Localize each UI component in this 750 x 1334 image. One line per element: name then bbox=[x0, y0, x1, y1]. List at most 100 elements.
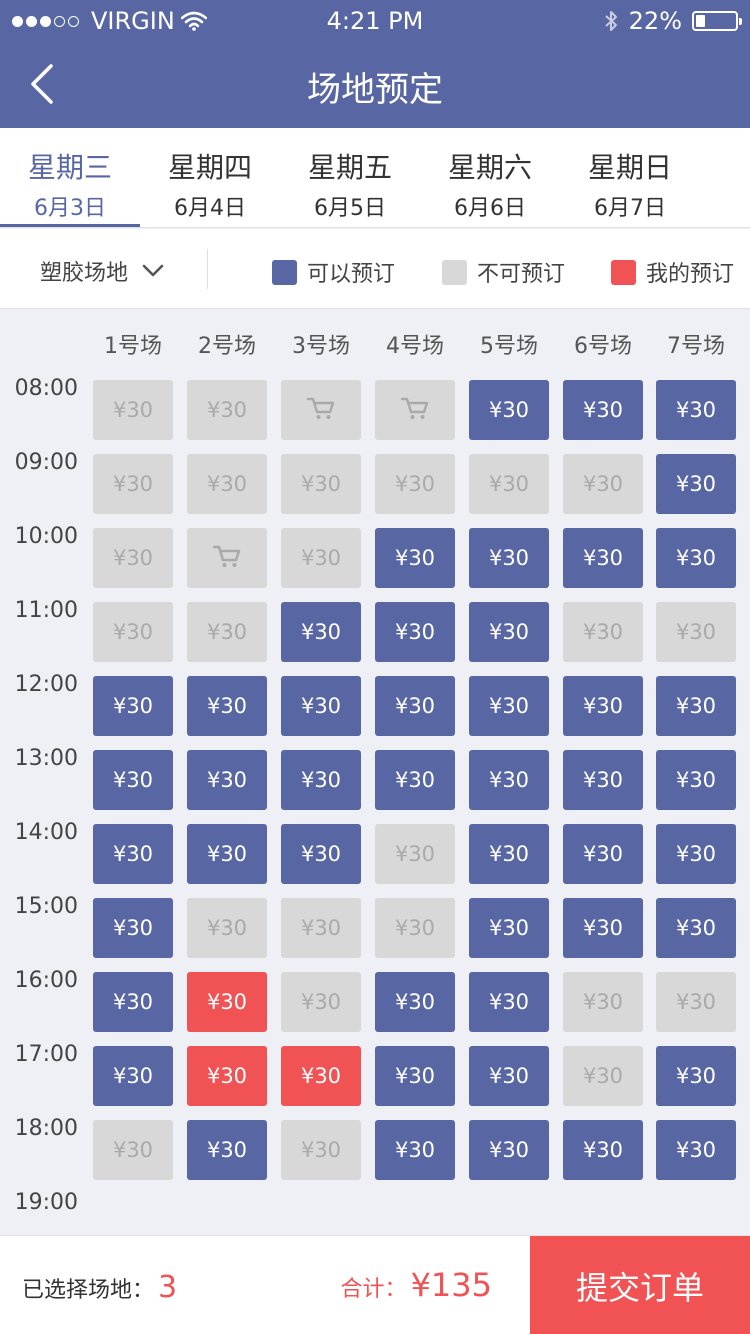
slot-available[interactable]: ¥30 bbox=[656, 1046, 736, 1106]
slot-price: ¥30 bbox=[394, 990, 436, 1014]
slot-available[interactable]: ¥30 bbox=[93, 824, 173, 884]
slot-available[interactable]: ¥30 bbox=[469, 676, 549, 736]
slot-available[interactable]: ¥30 bbox=[93, 676, 173, 736]
venue-type-dropdown[interactable]: 塑胶场地 bbox=[40, 255, 164, 287]
slot-available[interactable]: ¥30 bbox=[656, 824, 736, 884]
slot-price: ¥30 bbox=[112, 1064, 154, 1088]
time-label: 16:00 bbox=[14, 968, 78, 993]
slot-price: ¥30 bbox=[112, 1138, 154, 1162]
slot-in-cart bbox=[281, 380, 361, 440]
slot-available[interactable]: ¥30 bbox=[469, 972, 549, 1032]
slot-available[interactable]: ¥30 bbox=[187, 750, 267, 810]
slot-available[interactable]: ¥30 bbox=[563, 898, 643, 958]
slot-available[interactable]: ¥30 bbox=[563, 1120, 643, 1180]
status-bar: VIRGIN 4:21 PM 22% bbox=[0, 0, 750, 40]
slot-available[interactable]: ¥30 bbox=[469, 602, 549, 662]
slot-unavailable: ¥30 bbox=[375, 824, 455, 884]
slot-price: ¥30 bbox=[394, 1138, 436, 1162]
slot-available[interactable]: ¥30 bbox=[656, 380, 736, 440]
tab-day[interactable]: 星期日 6月7日 bbox=[560, 128, 700, 227]
slot-available[interactable]: ¥30 bbox=[563, 750, 643, 810]
slot-available[interactable]: ¥30 bbox=[656, 898, 736, 958]
footer-bar: 已选择场地： 3 合计： ¥135 提交订单 bbox=[0, 1235, 750, 1334]
slot-available[interactable]: ¥30 bbox=[93, 750, 173, 810]
slot-available[interactable]: ¥30 bbox=[469, 750, 549, 810]
tab-date: 6月5日 bbox=[314, 196, 386, 221]
slot-price: ¥30 bbox=[582, 398, 624, 422]
slot-available[interactable]: ¥30 bbox=[656, 676, 736, 736]
slot-available[interactable]: ¥30 bbox=[375, 972, 455, 1032]
slot-available[interactable]: ¥30 bbox=[563, 676, 643, 736]
battery-percent: 22% bbox=[628, 7, 682, 35]
slot-available[interactable]: ¥30 bbox=[187, 676, 267, 736]
slot-price: ¥30 bbox=[112, 842, 154, 866]
slot-in-cart bbox=[375, 380, 455, 440]
slot-available[interactable]: ¥30 bbox=[469, 898, 549, 958]
slot-available[interactable]: ¥30 bbox=[563, 824, 643, 884]
slot-available[interactable]: ¥30 bbox=[656, 750, 736, 810]
back-button[interactable] bbox=[20, 60, 64, 108]
booking-grid: 1号场 2号场 3号场 4号场 5号场 6号场 7号场 08:00 09:00 10:00 11:0… bbox=[0, 310, 750, 1235]
selected-summary: 已选择场地： 3 bbox=[22, 1270, 177, 1305]
slot-price: ¥30 bbox=[300, 916, 342, 940]
slot-available[interactable]: ¥30 bbox=[469, 1046, 549, 1106]
submit-order-button[interactable]: 提交订单 bbox=[530, 1236, 750, 1334]
slot-available[interactable]: ¥30 bbox=[281, 676, 361, 736]
tab-day[interactable]: 星期四 6月4日 bbox=[140, 128, 280, 227]
slot-my-booking[interactable]: ¥30 bbox=[187, 972, 267, 1032]
slot-price: ¥30 bbox=[394, 694, 436, 718]
slot-available[interactable]: ¥30 bbox=[375, 528, 455, 588]
slot-available[interactable]: ¥30 bbox=[281, 824, 361, 884]
slot-price: ¥30 bbox=[206, 1138, 248, 1162]
legend-label: 可以预订 bbox=[307, 262, 396, 287]
slot-available[interactable]: ¥30 bbox=[469, 380, 549, 440]
tab-date: 6月3日 bbox=[34, 196, 106, 221]
tab-day[interactable]: 星期三 6月3日 bbox=[0, 128, 140, 227]
slot-price: ¥30 bbox=[582, 694, 624, 718]
slot-unavailable: ¥30 bbox=[187, 898, 267, 958]
slot-available[interactable]: ¥30 bbox=[469, 1120, 549, 1180]
slot-price: ¥30 bbox=[206, 620, 248, 644]
tab-day[interactable]: 星期五 6月5日 bbox=[280, 128, 420, 227]
slot-price: ¥30 bbox=[675, 768, 717, 792]
slot-available[interactable]: ¥30 bbox=[187, 824, 267, 884]
time-label: 08:00 bbox=[14, 376, 78, 401]
slot-available[interactable]: ¥30 bbox=[375, 602, 455, 662]
slot-unavailable: ¥30 bbox=[187, 602, 267, 662]
slot-my-booking[interactable]: ¥30 bbox=[281, 1046, 361, 1106]
slot-available[interactable]: ¥30 bbox=[563, 528, 643, 588]
slot-price: ¥30 bbox=[112, 768, 154, 792]
slot-price: ¥30 bbox=[112, 620, 154, 644]
slot-available[interactable]: ¥30 bbox=[375, 1046, 455, 1106]
slot-available[interactable]: ¥30 bbox=[93, 1046, 173, 1106]
time-label: 18:00 bbox=[14, 1116, 78, 1141]
slot-available[interactable]: ¥30 bbox=[656, 1120, 736, 1180]
cart-icon bbox=[212, 543, 242, 574]
slot-price: ¥30 bbox=[675, 1064, 717, 1088]
tab-day[interactable]: 星6 bbox=[700, 128, 750, 227]
slot-available[interactable]: ¥30 bbox=[93, 972, 173, 1032]
court-header: 7号场 bbox=[667, 334, 725, 359]
cart-icon bbox=[306, 395, 336, 426]
tab-day[interactable]: 星期六 6月6日 bbox=[420, 128, 560, 227]
slot-price: ¥30 bbox=[582, 620, 624, 644]
slot-available[interactable]: ¥30 bbox=[656, 528, 736, 588]
slot-price: ¥30 bbox=[300, 546, 342, 570]
slot-available[interactable]: ¥30 bbox=[93, 898, 173, 958]
slot-available[interactable]: ¥30 bbox=[375, 1120, 455, 1180]
slot-available[interactable]: ¥30 bbox=[281, 750, 361, 810]
slot-price: ¥30 bbox=[582, 990, 624, 1014]
slot-available[interactable]: ¥30 bbox=[563, 380, 643, 440]
slot-available[interactable]: ¥30 bbox=[187, 1120, 267, 1180]
slot-available[interactable]: ¥30 bbox=[656, 454, 736, 514]
slot-available[interactable]: ¥30 bbox=[375, 750, 455, 810]
slot-available[interactable]: ¥30 bbox=[469, 824, 549, 884]
slot-price: ¥30 bbox=[675, 620, 717, 644]
slot-my-booking[interactable]: ¥30 bbox=[187, 1046, 267, 1106]
slot-available[interactable]: ¥30 bbox=[375, 676, 455, 736]
slot-available[interactable]: ¥30 bbox=[281, 602, 361, 662]
slot-price: ¥30 bbox=[582, 768, 624, 792]
legend-swatch bbox=[442, 259, 467, 285]
slot-price: ¥30 bbox=[300, 768, 342, 792]
slot-available[interactable]: ¥30 bbox=[469, 528, 549, 588]
